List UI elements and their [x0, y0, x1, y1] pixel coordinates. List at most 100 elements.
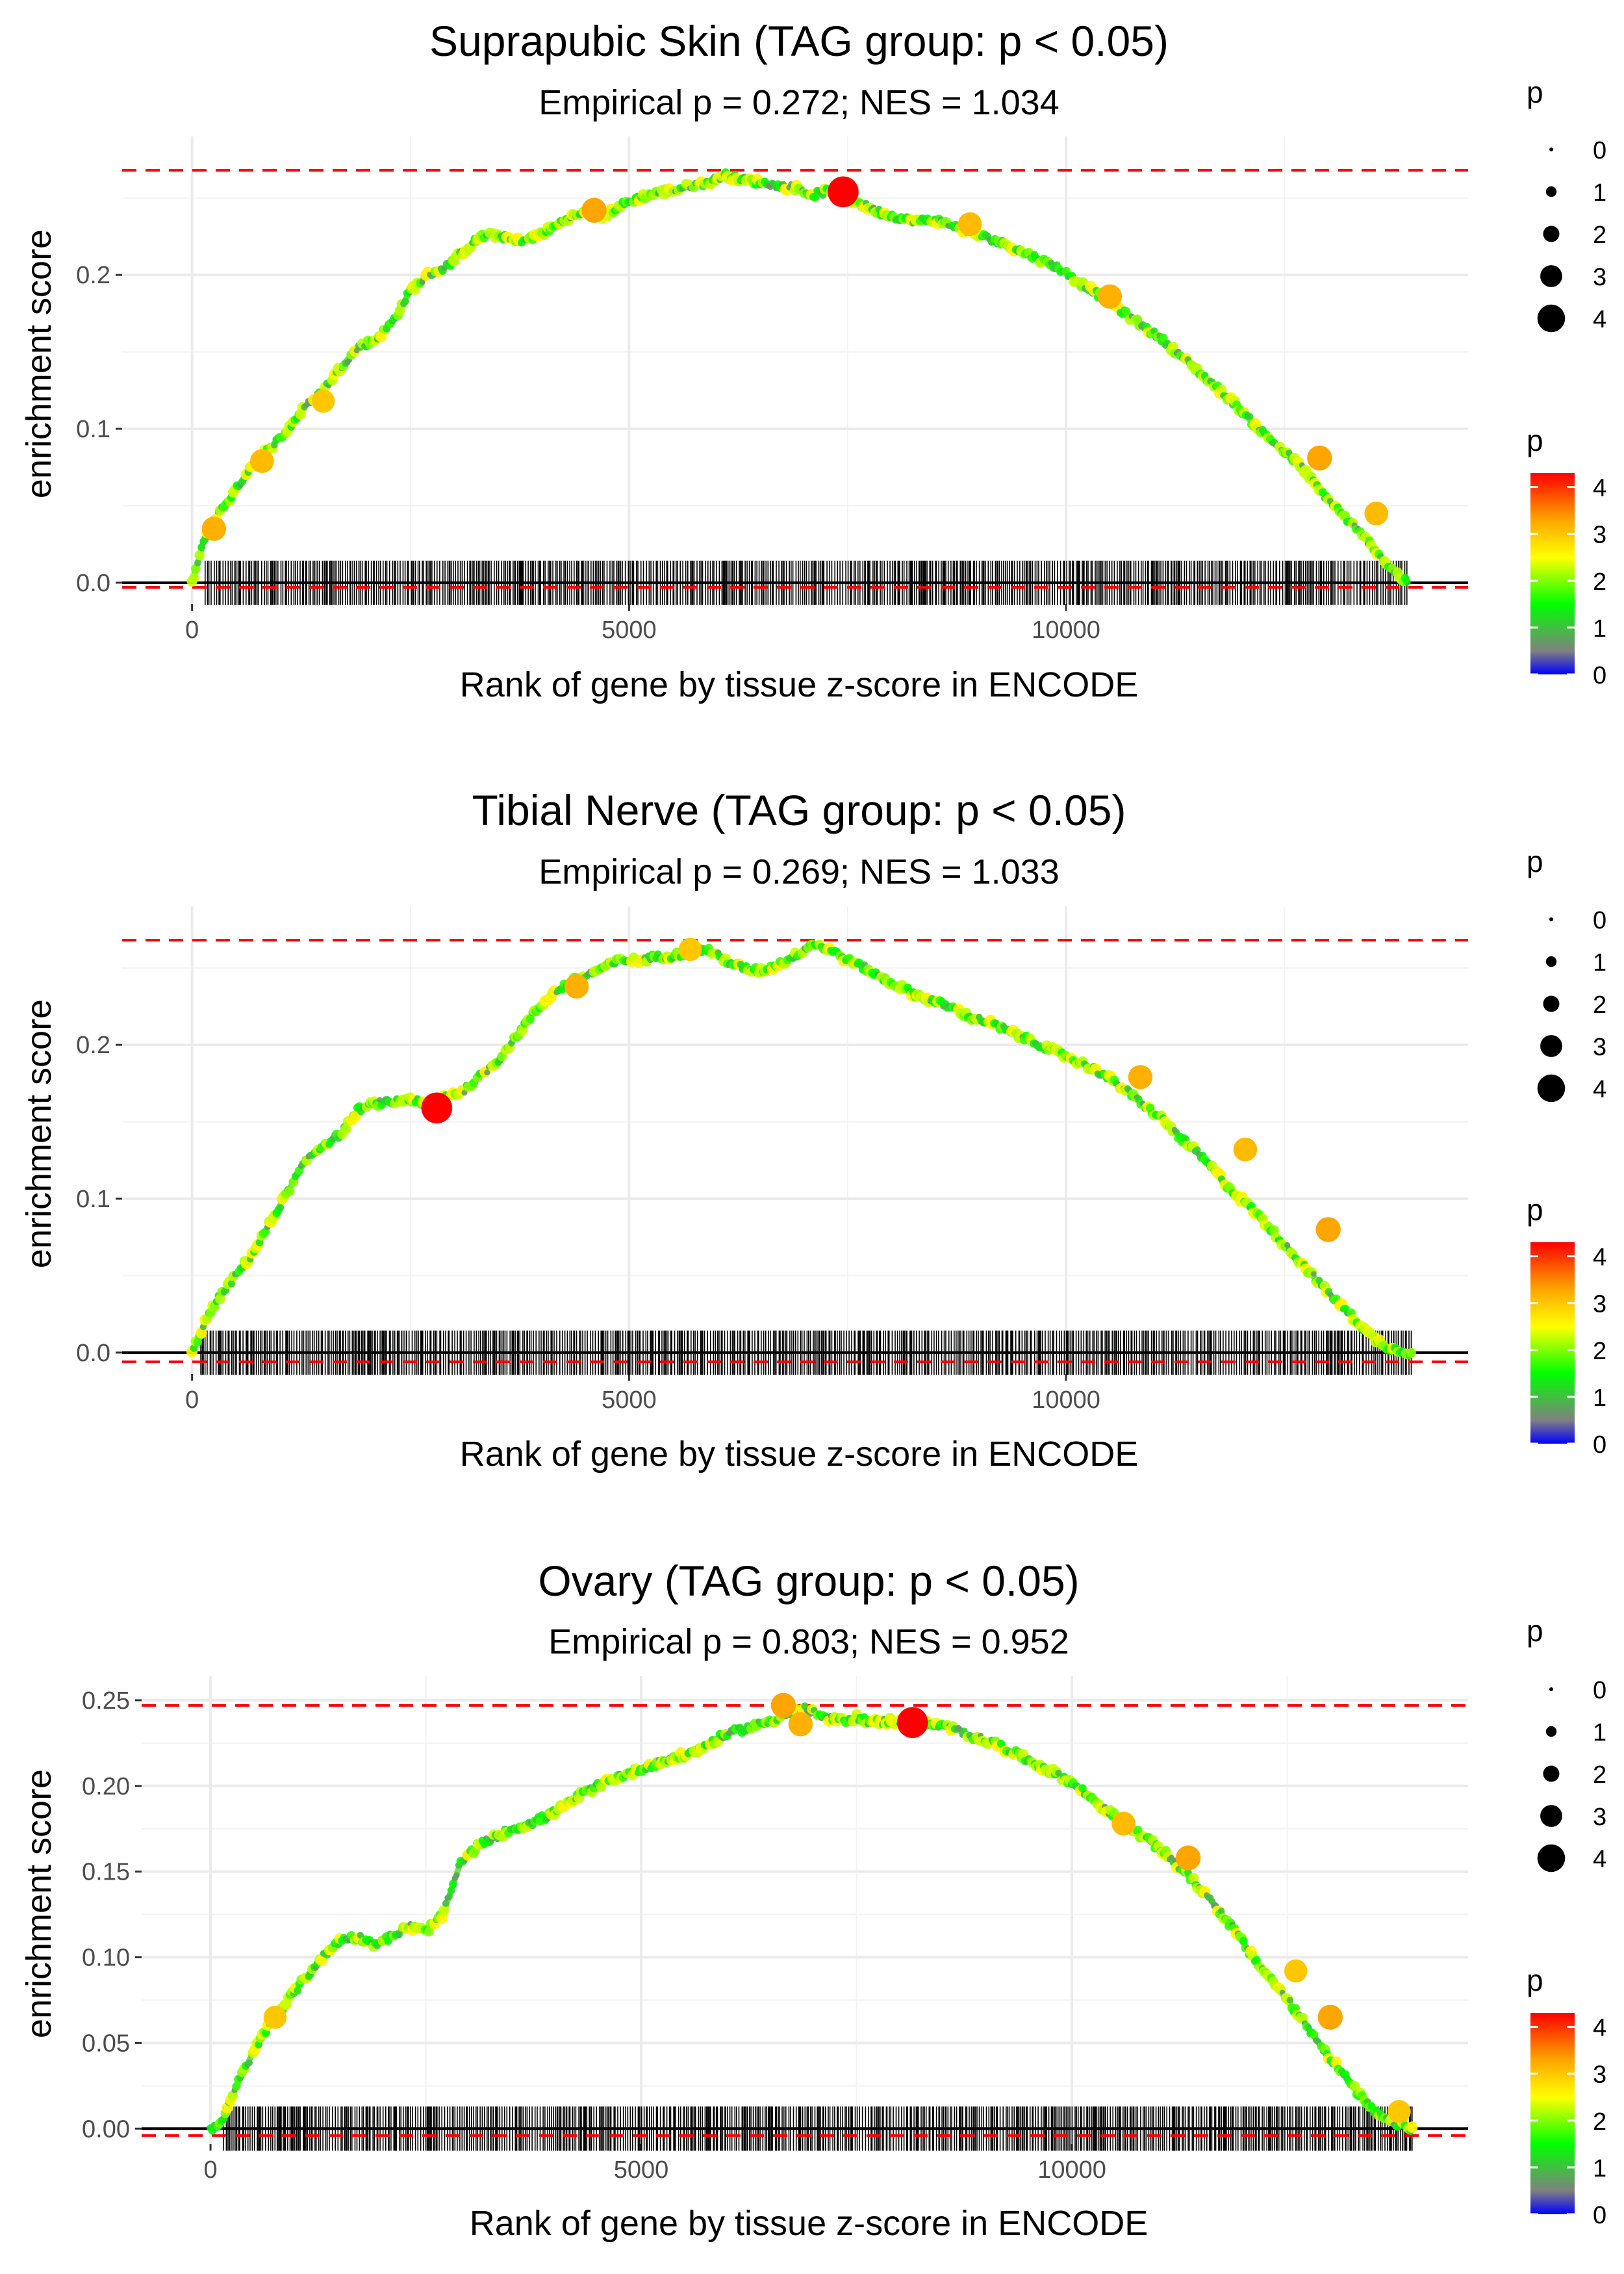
color-bar-label: 1 [1593, 2155, 1606, 2182]
y-tick-label: 0.2 [76, 262, 110, 289]
color-bar-label: 1 [1593, 1385, 1606, 1412]
gene-point [438, 1905, 450, 1916]
size-legend-label: 4 [1593, 1076, 1606, 1103]
enrichment-curve [189, 940, 1412, 1356]
significant-gene-point [1364, 502, 1388, 526]
size-legend-label: 2 [1593, 1761, 1606, 1789]
color-legend-title: p [1527, 1193, 1543, 1227]
panel-subtitle: Empirical p = 0.269; NES = 1.033 [539, 852, 1059, 891]
size-legend-title: p [1527, 75, 1543, 109]
significant-gene-point [421, 1092, 453, 1124]
gene-point [447, 1886, 455, 1895]
significant-gene-point [1307, 445, 1332, 471]
gene-point [996, 1739, 1006, 1748]
gene-point [1406, 2121, 1418, 2133]
gene-point [1310, 2030, 1319, 2039]
significant-gene-point [263, 2006, 287, 2029]
gene-point [194, 559, 201, 567]
significant-gene-point [1111, 1811, 1136, 1836]
x-tick-label: 10000 [1032, 1386, 1100, 1414]
y-axis-label: enrichment score [19, 1769, 58, 2038]
gene-point [419, 279, 425, 285]
size-legend-label: 1 [1593, 179, 1606, 207]
gene-point [1218, 1908, 1225, 1915]
gene-point [1286, 1997, 1293, 2004]
significant-gene-point [250, 449, 274, 473]
panel-title: Ovary (TAG group: p < 0.05) [538, 1557, 1079, 1605]
size-legend-label: 1 [1593, 1719, 1606, 1746]
size-legend-label: 3 [1593, 1804, 1606, 1831]
size-legend-dot [1537, 304, 1566, 333]
enrichment-curve [189, 172, 1409, 585]
size-legend-dot [1545, 186, 1557, 198]
significant-gene-point [581, 198, 607, 223]
axis-ticks: 0 5000 10000 0.00 0.05 0.10 0.15 0.20 0.25 [82, 1687, 1106, 2184]
size-legend-dot [1543, 1765, 1560, 1782]
color-bar-label: 3 [1593, 522, 1606, 549]
color-bar-label: 0 [1593, 2202, 1606, 2229]
significant-gene-point [1284, 1959, 1308, 1983]
gene-point [526, 1015, 535, 1024]
enrichment-panel-tibial-nerve: Tibial Nerve (TAG group: p < 0.05) Empir… [19, 786, 1468, 1474]
color-legend-title: p [1527, 424, 1543, 457]
axis-ticks: 0 5000 10000 0.0 0.1 0.2 [76, 262, 1100, 644]
x-axis-label: Rank of gene by tissue z-score in ENCODE [470, 2204, 1148, 2243]
size-legend-dot [1540, 265, 1562, 287]
size-legend-label: 4 [1593, 1846, 1606, 1873]
size-legend-label: 3 [1593, 1034, 1606, 1061]
gene-point [294, 1987, 301, 1995]
size-legend-dot [1540, 1035, 1562, 1057]
y-tick-label: 0.0 [76, 1340, 110, 1367]
y-tick-label: 0.20 [82, 1773, 130, 1800]
gene-point [461, 1090, 468, 1096]
significant-gene-point [958, 212, 982, 236]
x-tick-label: 0 [204, 2156, 218, 2184]
gene-point [1406, 1348, 1416, 1358]
gene-point [227, 2090, 238, 2101]
color-bar-label: 4 [1593, 2015, 1606, 2042]
gene-point [316, 1954, 327, 1966]
panel-subtitle: Empirical p = 0.272; NES = 1.034 [539, 83, 1059, 122]
size-legend-label: 4 [1593, 306, 1606, 333]
gene-point [811, 192, 820, 201]
color-legend-title: p [1527, 1963, 1543, 1997]
gene-points [186, 168, 1411, 587]
gene-point [1239, 1936, 1248, 1945]
size-legend-label: 0 [1593, 907, 1606, 934]
gene-point [262, 2028, 270, 2038]
gene-point [442, 1900, 450, 1907]
gene-points [207, 1693, 1418, 2135]
gene-points [186, 938, 1416, 1360]
significant-gene-point [1128, 1065, 1153, 1090]
gene-point [517, 1025, 528, 1036]
legend-tibial-nerve: p p 0 1 2 3 4 0 1 2 3 4 [1527, 845, 1606, 1459]
size-legend-dot [1543, 995, 1560, 1012]
gene-point [197, 543, 205, 552]
color-bar-label: 1 [1593, 615, 1606, 643]
significant-gene-point [788, 1712, 813, 1737]
gene-point [1208, 1898, 1216, 1905]
significant-gene-point [896, 1707, 928, 1738]
gene-point [1340, 511, 1351, 520]
color-bar [1530, 2013, 1575, 2214]
significant-gene-point [828, 176, 859, 208]
significant-gene-point [1175, 1845, 1201, 1871]
gene-point [1402, 578, 1411, 586]
size-legend-label: 2 [1593, 991, 1606, 1019]
gene-point [449, 1880, 457, 1888]
enrichment-panel-ovary: Ovary (TAG group: p < 0.05) Empirical p … [19, 1557, 1468, 2243]
y-axis-label: enrichment score [19, 999, 58, 1268]
gene-point [194, 550, 205, 561]
size-legend-dot [1549, 147, 1553, 151]
color-bar-label: 3 [1593, 2062, 1606, 2089]
x-axis-label: Rank of gene by tissue z-score in ENCODE [460, 665, 1138, 704]
color-bar-label: 4 [1593, 475, 1606, 502]
size-legend-dot [1545, 1726, 1557, 1737]
color-bar-label: 4 [1593, 1244, 1606, 1271]
y-tick-label: 0.05 [82, 2030, 130, 2057]
gene-point [227, 1280, 235, 1288]
gene-point [246, 2059, 253, 2067]
legend-suprapubic-skin: p p 0 1 2 3 4 0 1 2 3 4 [1527, 75, 1606, 689]
gene-point [277, 1204, 285, 1212]
gene-point [1349, 2080, 1360, 2091]
